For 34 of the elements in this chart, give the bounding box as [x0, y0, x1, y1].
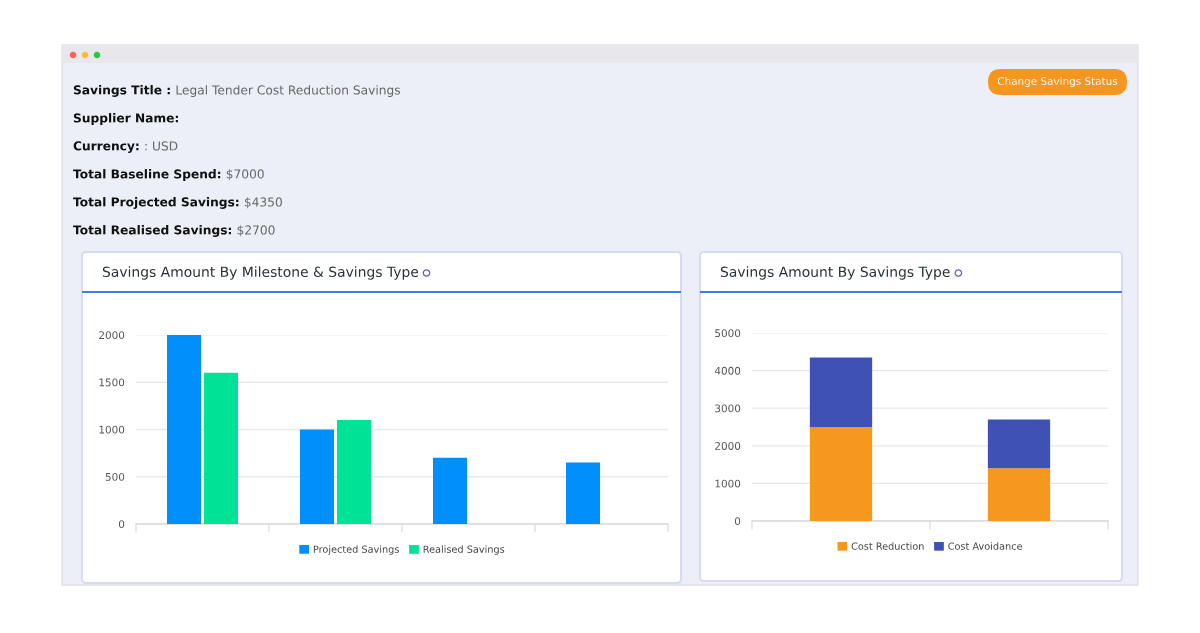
- y-tick-label: 5000: [715, 329, 741, 338]
- bar: [299, 429, 335, 524]
- y-tick-label: 1500: [99, 378, 125, 387]
- legend-label: Cost Reduction: [851, 542, 924, 550]
- legend-label: Realised Savings: [423, 545, 505, 555]
- bar: [987, 419, 1051, 469]
- y-tick-label: 2000: [715, 442, 741, 450]
- y-tick-label: 1000: [99, 425, 125, 434]
- bar: [432, 457, 468, 524]
- bar: [809, 427, 873, 521]
- bar: [203, 372, 239, 524]
- y-tick-label: 4000: [714, 366, 741, 375]
- bar: [809, 357, 873, 427]
- bar: [987, 468, 1051, 521]
- y-tick-label: 3000: [715, 404, 741, 413]
- chart-title: Savings Amount By Savings Type: [720, 266, 950, 280]
- y-tick-label: 1000: [715, 479, 741, 488]
- legend-label: Projected Savings: [313, 545, 399, 555]
- y-tick-label: 500: [105, 472, 125, 481]
- bar: [166, 335, 202, 524]
- text: Total Baseline Spend: $7000: [73, 169, 264, 181]
- bar: [565, 462, 601, 524]
- y-tick-label: 0: [118, 520, 125, 529]
- legend-label: Cost Avoidance: [948, 542, 1023, 550]
- text: Total Projected Savings: $4350: [73, 197, 282, 209]
- y-tick-label: 0: [734, 517, 741, 526]
- chart-title: Savings Amount By Milestone & Savings Type: [102, 266, 419, 280]
- bar: [336, 420, 372, 524]
- text: Total Realised Savings: $2700: [73, 225, 275, 237]
- text: Supplier Name:: [73, 113, 178, 125]
- text: Change Savings Status: [997, 76, 1118, 88]
- text: Currency: : USD: [73, 141, 178, 153]
- text: Savings Title : Legal Tender Cost Reduction Savings: [73, 85, 401, 97]
- y-tick-label: 2000: [99, 331, 125, 340]
